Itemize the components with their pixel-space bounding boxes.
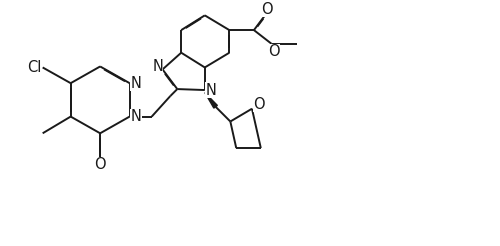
Text: O: O [253, 97, 264, 112]
Text: N: N [130, 76, 141, 91]
Text: O: O [261, 2, 272, 17]
Text: N: N [130, 109, 141, 124]
Text: O: O [94, 157, 106, 172]
Polygon shape [205, 92, 218, 108]
Text: O: O [268, 44, 280, 59]
Text: N: N [206, 83, 216, 98]
Text: Cl: Cl [26, 60, 41, 75]
Text: N: N [152, 60, 163, 75]
